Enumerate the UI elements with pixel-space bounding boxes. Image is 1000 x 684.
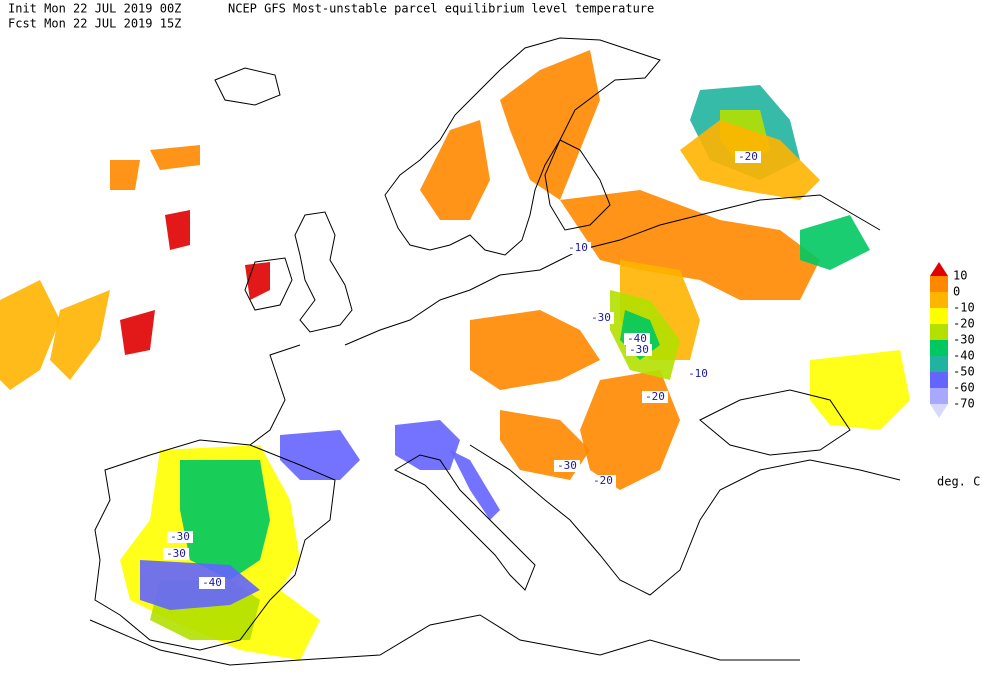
contour-label: -20 [738, 150, 758, 163]
legend-level-label: -20 [953, 317, 975, 331]
contour-label-bg [554, 460, 580, 472]
contour-label: -20 [593, 474, 613, 487]
mainland-coast [249, 194, 881, 446]
legend-swatch [930, 388, 948, 404]
legend-swatch [930, 340, 948, 356]
field-region [470, 310, 600, 390]
balkans [469, 444, 901, 596]
contour-label: -20 [645, 390, 665, 403]
field-region [500, 50, 600, 200]
forecast-time: Fcst Mon 22 JUL 2019 15Z [8, 17, 181, 31]
contour-label-bg [588, 312, 614, 324]
black-sea [699, 389, 851, 456]
contour-labels: -20-10-30-40-30-10-20-30-20-30-30-40 [163, 150, 761, 589]
contour-label-bg [626, 344, 652, 356]
field-region [180, 460, 270, 580]
field-region [810, 350, 910, 430]
contour-label: -30 [170, 530, 190, 543]
legend-level-label: -10 [953, 301, 975, 315]
legend-swatch [930, 308, 948, 324]
legend-units: deg. C [937, 475, 980, 489]
contour-label-bg [624, 333, 650, 345]
contour-label: -30 [629, 343, 649, 356]
great-britain [294, 211, 353, 333]
coastlines [89, 37, 901, 666]
italy [393, 454, 536, 591]
contour-label-bg [685, 368, 711, 380]
contour-label: -40 [627, 332, 647, 345]
legend-swatch [930, 404, 948, 418]
contour-label-bg [735, 151, 761, 163]
field-region [120, 310, 155, 355]
legend-swatch [930, 292, 948, 308]
legend-level-label: -50 [953, 365, 975, 379]
legend-level-label: -30 [953, 333, 975, 347]
contour-label-bg [199, 577, 225, 589]
contour-label: -10 [688, 367, 708, 380]
legend-swatch [930, 262, 948, 276]
field-region [450, 450, 500, 520]
field-region [395, 420, 460, 470]
contour-label: -30 [166, 547, 186, 560]
field-region [165, 210, 190, 250]
legend-swatch [930, 356, 948, 372]
field-region [0, 280, 60, 390]
legend-level-label: 0 [953, 285, 960, 299]
map-title: NCEP GFS Most-unstable parcel equilibriu… [228, 2, 654, 16]
field-region [280, 430, 360, 480]
africa-coast [89, 614, 800, 666]
field-region [150, 145, 200, 170]
legend-level-label: -40 [953, 349, 975, 363]
contour-label-bg [590, 475, 616, 487]
field-region [560, 190, 820, 300]
iceland [214, 67, 281, 106]
contour-label: -40 [202, 576, 222, 589]
legend-swatch [930, 324, 948, 340]
iberia [94, 439, 336, 651]
finland-coast [544, 139, 611, 231]
ireland [244, 257, 293, 311]
field-region [110, 160, 140, 190]
legend-swatch [930, 276, 948, 292]
field-region [420, 120, 490, 220]
contour-label: -30 [591, 311, 611, 324]
contour-label: -10 [568, 241, 588, 254]
legend-level-label: -60 [953, 381, 975, 395]
legend-level-label: -70 [953, 397, 975, 411]
contour-label-bg [163, 548, 189, 560]
color-legend: 10 0 -10 -20 -30 -40 -50 -60 -70 deg. C [930, 262, 980, 489]
contour-label-bg [642, 391, 668, 403]
contour-label-bg [167, 531, 193, 543]
legend-level-label: 10 [953, 269, 967, 283]
scandinavia-coast [384, 37, 661, 256]
contour-label: -30 [557, 459, 577, 472]
init-time: Init Mon 22 JUL 2019 00Z [8, 2, 181, 16]
contour-label-bg [565, 242, 591, 254]
field-region [50, 290, 110, 380]
field-region [800, 215, 870, 270]
legend-swatch [930, 372, 948, 388]
